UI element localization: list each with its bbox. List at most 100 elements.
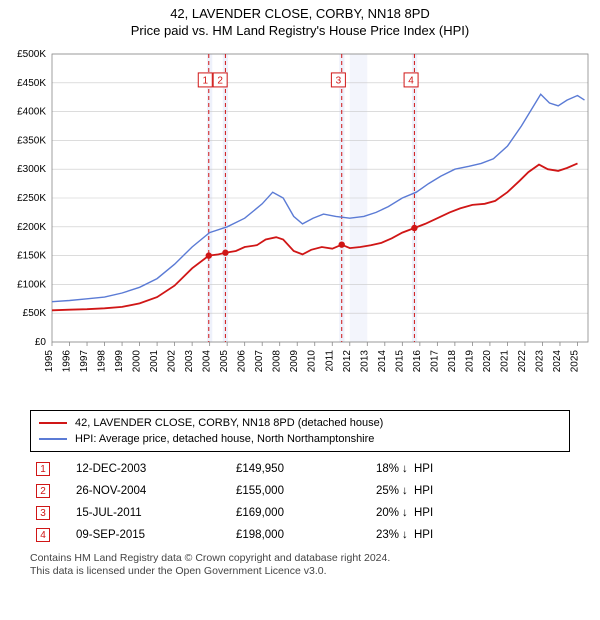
row-marker: 3 <box>36 506 50 520</box>
x-tick-label: 1996 <box>62 350 73 373</box>
series-price_paid <box>52 163 578 310</box>
x-tick-label: 1999 <box>114 350 125 373</box>
x-tick-label: 2001 <box>149 350 160 373</box>
chart: £0 £50K £100K £150K £200K £250K £300K £350K £400… <box>0 44 600 404</box>
sale-dot <box>206 252 212 258</box>
title-sub: Price paid vs. HM Land Registry's House … <box>0 23 600 38</box>
x-tick-label: 2009 <box>289 350 300 373</box>
x-tick-label: 2023 <box>534 350 545 373</box>
transactions-table: 112-DEC-2003£149,95018% HPI226-NOV-2004£… <box>30 458 570 546</box>
x-tick-label: 2017 <box>429 350 440 373</box>
x-tick-label: 2025 <box>569 350 580 373</box>
x-tick-label: 2018 <box>447 350 458 373</box>
table-row: 409-SEP-2015£198,00023% HPI <box>30 524 570 546</box>
legend-swatch <box>39 422 67 424</box>
x-tick-label: 2005 <box>219 350 230 373</box>
row-delta-pct: 18% <box>376 463 399 475</box>
legend-label: 42, LAVENDER CLOSE, CORBY, NN18 8PD (det… <box>75 417 383 429</box>
y-tick-label: £0 <box>35 337 47 348</box>
row-delta: 20% HPI <box>370 502 570 524</box>
row-delta-pct: 25% <box>376 485 399 497</box>
table-row: 112-DEC-2003£149,95018% HPI <box>30 458 570 480</box>
y-tick-label: £150K <box>17 251 46 262</box>
x-tick-label: 2015 <box>394 350 405 373</box>
x-tick-label: 2006 <box>237 350 248 373</box>
row-price: £169,000 <box>230 502 370 524</box>
x-tick-label: 1997 <box>79 350 90 373</box>
row-delta-vs: HPI <box>411 463 433 475</box>
row-delta: 18% HPI <box>370 458 570 480</box>
down-arrow-icon <box>399 463 411 475</box>
legend: 42, LAVENDER CLOSE, CORBY, NN18 8PD (det… <box>30 410 570 452</box>
x-tick-label: 2024 <box>552 350 563 373</box>
event-marker-number: 2 <box>217 75 223 86</box>
row-delta-pct: 23% <box>376 529 399 541</box>
page-root: 42, LAVENDER CLOSE, CORBY, NN18 8PD Pric… <box>0 0 600 620</box>
x-tick-label: 2019 <box>464 350 475 373</box>
row-marker: 2 <box>36 484 50 498</box>
x-tick-label: 2022 <box>517 350 528 373</box>
title-main: 42, LAVENDER CLOSE, CORBY, NN18 8PD <box>0 6 600 21</box>
row-date: 12-DEC-2003 <box>70 458 230 480</box>
x-tick-label: 2014 <box>377 350 388 373</box>
x-tick-label: 2004 <box>202 350 213 373</box>
x-tick-label: 2013 <box>359 350 370 373</box>
titles: 42, LAVENDER CLOSE, CORBY, NN18 8PD Pric… <box>0 0 600 38</box>
legend-label: HPI: Average price, detached house, Nort… <box>75 433 374 445</box>
x-tick-label: 2020 <box>482 350 493 373</box>
row-price: £155,000 <box>230 480 370 502</box>
y-tick-label: £500K <box>17 49 46 60</box>
legend-row: HPI: Average price, detached house, Nort… <box>39 431 561 447</box>
y-tick-label: £100K <box>17 279 46 290</box>
row-date: 26-NOV-2004 <box>70 480 230 502</box>
x-tick-label: 2008 <box>272 350 283 373</box>
row-delta-vs: HPI <box>411 485 433 497</box>
y-tick-label: £250K <box>17 193 46 204</box>
sale-dot <box>222 250 228 256</box>
row-delta-vs: HPI <box>411 507 433 519</box>
x-tick-label: 1998 <box>97 350 108 373</box>
x-tick-label: 2010 <box>307 350 318 373</box>
x-tick-label: 2012 <box>342 350 353 373</box>
row-price: £149,950 <box>230 458 370 480</box>
footer-line-1: Contains HM Land Registry data © Crown c… <box>30 552 570 565</box>
event-marker-number: 1 <box>202 75 208 86</box>
x-tick-label: 2002 <box>167 350 178 373</box>
row-marker: 4 <box>36 528 50 542</box>
down-arrow-icon <box>399 507 411 519</box>
y-tick-label: £350K <box>17 135 46 146</box>
row-marker: 1 <box>36 462 50 476</box>
down-arrow-icon <box>399 485 411 497</box>
row-price: £198,000 <box>230 524 370 546</box>
x-tick-label: 2003 <box>184 350 195 373</box>
legend-row: 42, LAVENDER CLOSE, CORBY, NN18 8PD (det… <box>39 415 561 431</box>
legend-swatch <box>39 438 67 440</box>
y-tick-label: £400K <box>17 107 46 118</box>
down-arrow-icon <box>399 529 411 541</box>
row-date: 09-SEP-2015 <box>70 524 230 546</box>
x-tick-label: 2011 <box>324 350 335 372</box>
x-tick-label: 2007 <box>254 350 265 373</box>
row-date: 15-JUL-2011 <box>70 502 230 524</box>
x-tick-label: 1995 <box>44 350 55 373</box>
sale-dot <box>339 241 345 247</box>
chart-svg: £0 £50K £100K £150K £200K £250K £300K £350K £400… <box>0 44 600 404</box>
y-tick-label: £300K <box>17 164 46 175</box>
x-tick-label: 2021 <box>499 350 510 373</box>
footer-line-2: This data is licensed under the Open Gov… <box>30 565 570 578</box>
event-marker-number: 4 <box>408 75 414 86</box>
x-tick-label: 2016 <box>412 350 423 373</box>
x-tick-label: 2000 <box>132 350 143 373</box>
footer: Contains HM Land Registry data © Crown c… <box>0 546 600 578</box>
row-delta-vs: HPI <box>411 529 433 541</box>
row-delta: 23% HPI <box>370 524 570 546</box>
row-delta-pct: 20% <box>376 507 399 519</box>
table-row: 315-JUL-2011£169,00020% HPI <box>30 502 570 524</box>
y-tick-label: £200K <box>17 222 46 233</box>
y-tick-label: £50K <box>23 308 47 319</box>
event-marker-number: 3 <box>336 75 342 86</box>
row-delta: 25% HPI <box>370 480 570 502</box>
table-row: 226-NOV-2004£155,00025% HPI <box>30 480 570 502</box>
y-tick-label: £450K <box>17 78 46 89</box>
sale-dot <box>411 225 417 231</box>
